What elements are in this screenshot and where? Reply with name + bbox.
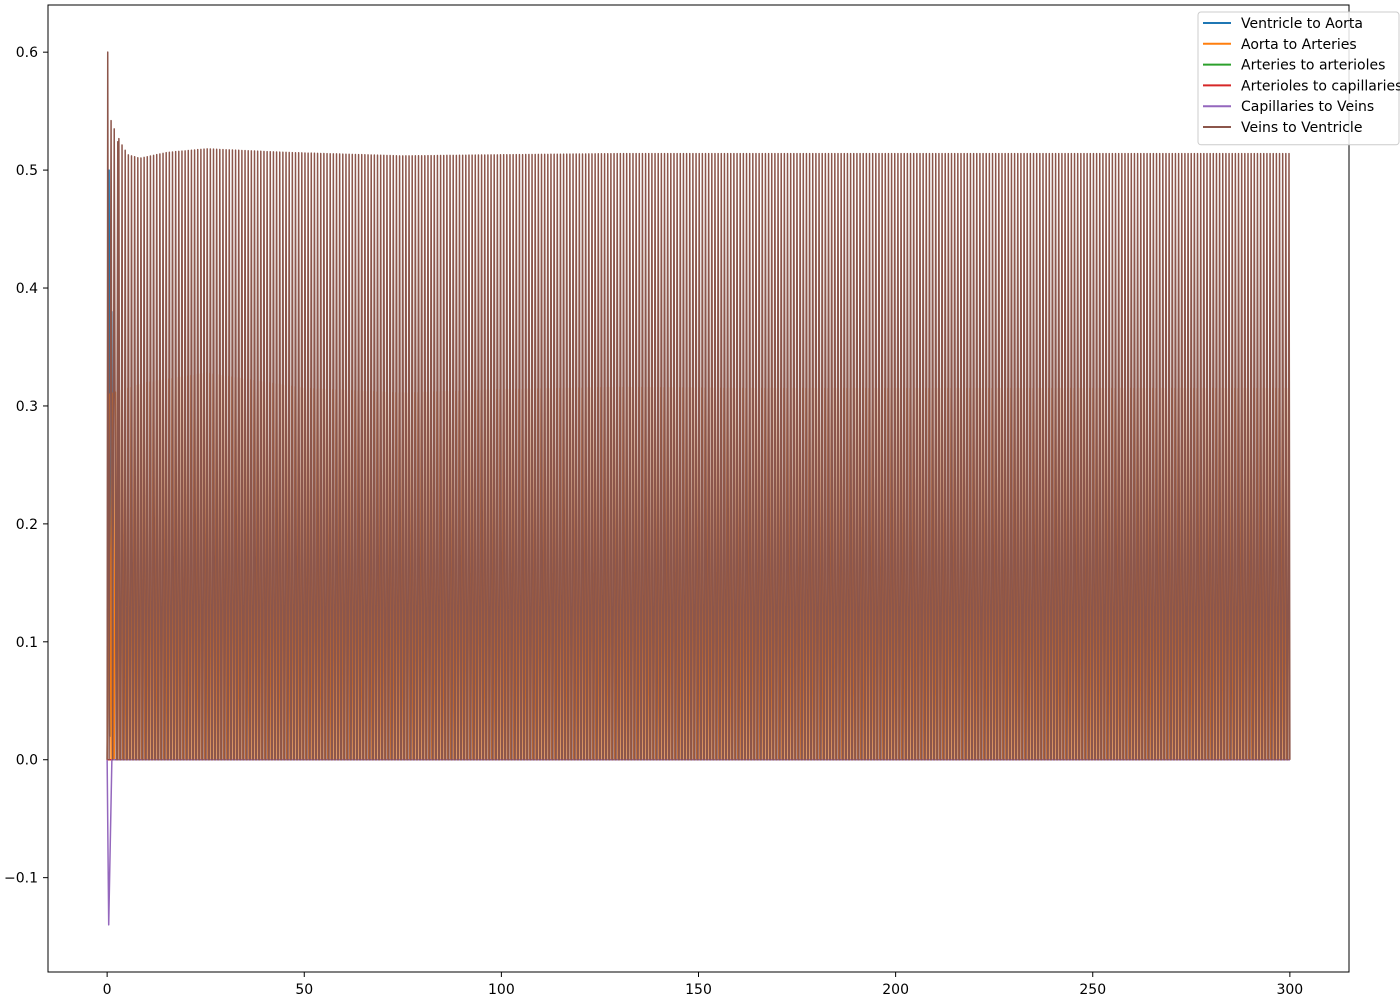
legend: Ventricle to Aorta Aorta to Arteries Arter…: [1197, 11, 1400, 146]
y-tick-label: 0.4: [16, 281, 38, 297]
x-tick-label: 100: [488, 982, 515, 998]
series-line-4: [106, 758, 1291, 926]
x-tick-label: 300: [1276, 982, 1303, 998]
x-axis: 0 50 100 150 200 250 300: [103, 972, 1303, 998]
x-tick-label: 250: [1079, 982, 1106, 998]
y-tick-label: 0.6: [16, 45, 38, 61]
y-tick-label: 0.3: [16, 399, 38, 415]
x-tick-label: 200: [882, 982, 909, 998]
y-axis: −0.1 0.0 0.1 0.2 0.3 0.4 0.5 0.6: [4, 45, 48, 887]
legend-label: Aorta to Arteries: [1241, 37, 1357, 53]
x-tick-label: 150: [685, 982, 712, 998]
x-tick-label: 50: [295, 982, 313, 998]
y-tick-label: 0.1: [16, 635, 38, 651]
y-tick-label: 0.5: [16, 163, 38, 179]
legend-label: Capillaries to Veins: [1241, 99, 1374, 115]
x-tick-label: 0: [103, 982, 112, 998]
series-layer: [106, 51, 1291, 926]
legend-box: [1197, 11, 1400, 146]
legend-label: Arterioles to capillaries: [1241, 78, 1400, 94]
series-line-5: [106, 51, 1291, 761]
y-tick-label: 0.0: [16, 753, 38, 769]
legend-label: Arteries to arterioles: [1241, 58, 1385, 74]
y-tick-label: 0.2: [16, 517, 38, 533]
legend-label: Ventricle to Aorta: [1241, 16, 1363, 32]
legend-label: Veins to Ventricle: [1241, 120, 1362, 136]
y-tick-label: −0.1: [4, 871, 38, 887]
